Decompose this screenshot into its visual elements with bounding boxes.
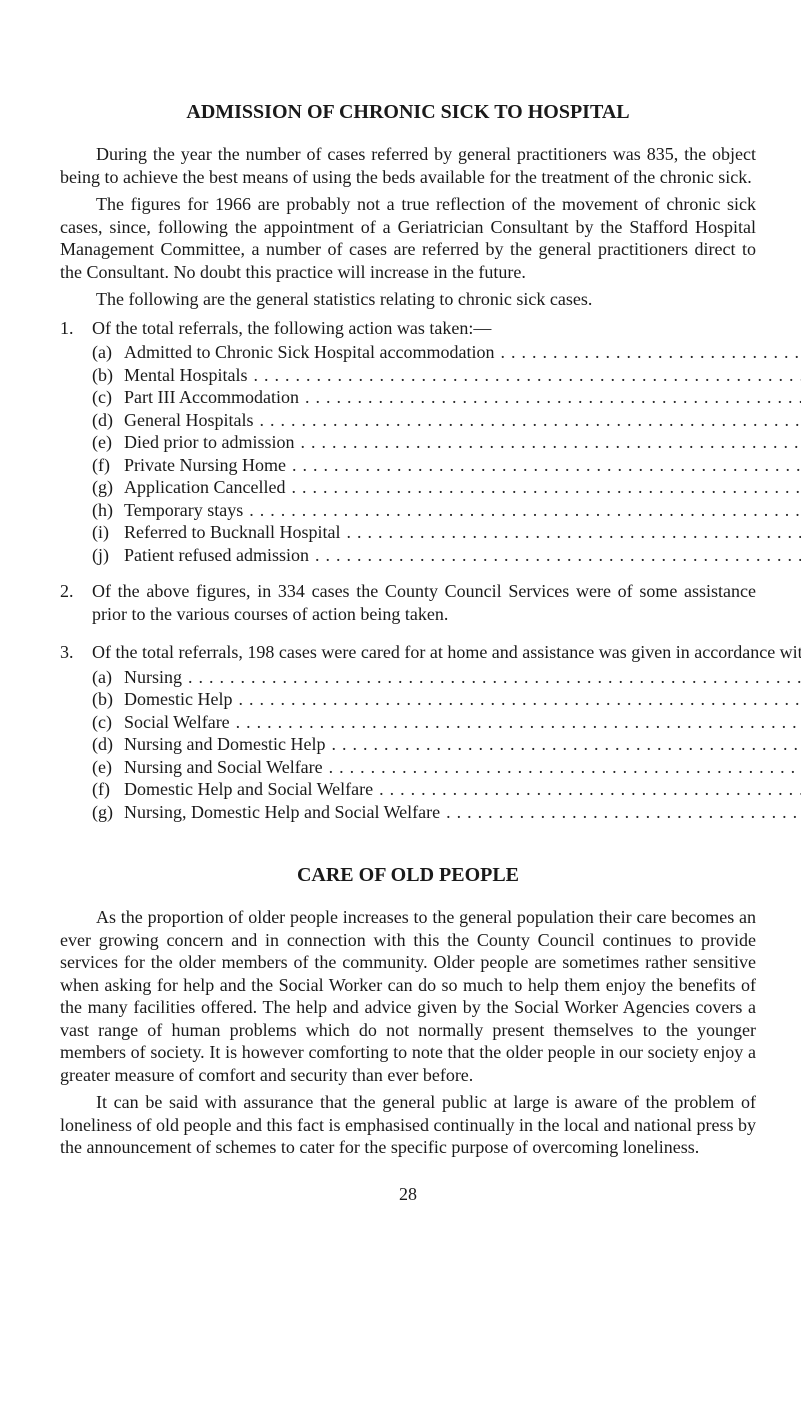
list-item: (f)Private Nursing Home.................… — [92, 454, 801, 477]
list-item-label: Died prior to admission — [124, 431, 294, 454]
section-3-rows: (a)Nursing..............................… — [92, 666, 801, 824]
section-1-number: 1. — [60, 317, 92, 567]
list-item: (f)Domestic Help and Social Welfare.....… — [92, 778, 801, 801]
list-item: (e)Died prior to admission..............… — [92, 431, 801, 454]
list-item: (c)Social Welfare.......................… — [92, 711, 801, 734]
list-item-letter: (f) — [92, 778, 124, 801]
list-item: (c)Part III Accommodation...............… — [92, 386, 801, 409]
list-item-letter: (c) — [92, 386, 124, 409]
list-item: (d)General Hospitals....................… — [92, 409, 801, 432]
leader-dots: ........................................… — [340, 521, 801, 544]
list-item-letter: (a) — [92, 341, 124, 364]
list-item: (h)Temporary stays......................… — [92, 499, 801, 522]
list-item-label: Temporary stays — [124, 499, 243, 522]
list-item-letter: (d) — [92, 733, 124, 756]
leader-dots: ........................................… — [248, 364, 801, 387]
paragraph-1-text: During the year the number of cases refe… — [60, 144, 756, 187]
list-item-letter: (c) — [92, 711, 124, 734]
leader-dots: ........................................… — [323, 756, 801, 779]
list-item: (e)Nursing and Social Welfare...........… — [92, 756, 801, 779]
list-item: (a)Admitted to Chronic Sick Hospital acc… — [92, 341, 801, 364]
paragraph-3: The following are the general statistics… — [60, 288, 756, 311]
list-item-label: Referred to Bucknall Hospital — [124, 521, 340, 544]
leader-dots: ........................................… — [440, 801, 801, 824]
paragraph-4: As the proportion of older people increa… — [60, 906, 756, 1086]
section-1: 1. Of the total referrals, the following… — [60, 317, 756, 567]
paragraph-2: The figures for 1966 are probably not a … — [60, 193, 756, 283]
list-item-label: General Hospitals — [124, 409, 253, 432]
section-2-text: Of the above figures, in 334 cases the C… — [92, 580, 756, 625]
list-item-letter: (j) — [92, 544, 124, 567]
leader-dots: ........................................… — [294, 431, 801, 454]
list-item-label: Private Nursing Home — [124, 454, 286, 477]
leader-dots: ........................................… — [243, 499, 801, 522]
section-3-intro: Of the total referrals, 198 cases were c… — [92, 641, 801, 664]
list-item: (a)Nursing..............................… — [92, 666, 801, 689]
leader-dots: ........................................… — [373, 778, 801, 801]
list-item-letter: (g) — [92, 801, 124, 824]
list-item-label: Domestic Help — [124, 688, 232, 711]
list-item: (d)Nursing and Domestic Help............… — [92, 733, 801, 756]
list-item: (i)Referred to Bucknall Hospital........… — [92, 521, 801, 544]
list-item-letter: (g) — [92, 476, 124, 499]
leader-dots: ........................................… — [309, 544, 801, 567]
page-number: 28 — [60, 1183, 756, 1206]
list-item-label: Patient refused admission — [124, 544, 309, 567]
section-heading-1: ADMISSION OF CHRONIC SICK TO HOSPITAL — [60, 100, 756, 125]
list-item-label: Nursing, Domestic Help and Social Welfar… — [124, 801, 440, 824]
section-3-number: 3. — [60, 641, 92, 823]
leader-dots: ........................................… — [253, 409, 801, 432]
list-item-label: Nursing — [124, 666, 182, 689]
list-item-label: Admitted to Chronic Sick Hospital accomm… — [124, 341, 494, 364]
section-1-intro: Of the total referrals, the following ac… — [92, 317, 801, 340]
paragraph-5: It can be said with assurance that the g… — [60, 1091, 756, 1159]
section-1-rows: (a)Admitted to Chronic Sick Hospital acc… — [92, 341, 801, 566]
leader-dots: ........................................… — [286, 454, 801, 477]
list-item-letter: (d) — [92, 409, 124, 432]
list-item-label: Part III Accommodation — [124, 386, 299, 409]
list-item-letter: (e) — [92, 756, 124, 779]
section-2: 2. Of the above figures, in 334 cases th… — [60, 580, 756, 627]
list-item-label: Nursing and Social Welfare — [124, 756, 323, 779]
list-item-letter: (e) — [92, 431, 124, 454]
list-item-letter: (b) — [92, 364, 124, 387]
list-item: (b)Domestic Help........................… — [92, 688, 801, 711]
list-item-letter: (i) — [92, 521, 124, 544]
list-item-label: Application Cancelled — [124, 476, 285, 499]
paragraph-4-text: As the proportion of older people increa… — [60, 907, 756, 1085]
list-item-letter: (a) — [92, 666, 124, 689]
leader-dots: ........................................… — [494, 341, 801, 364]
leader-dots: ........................................… — [285, 476, 801, 499]
paragraph-1: During the year the number of cases refe… — [60, 143, 756, 188]
leader-dots: ........................................… — [182, 666, 801, 689]
list-item: (b)Mental Hospitals.....................… — [92, 364, 801, 387]
leader-dots: ........................................… — [325, 733, 801, 756]
list-item-label: Social Welfare — [124, 711, 230, 734]
list-item-label: Nursing and Domestic Help — [124, 733, 325, 756]
leader-dots: ........................................… — [232, 688, 801, 711]
paragraph-3-text: The following are the general statistics… — [96, 289, 592, 309]
list-item-letter: (h) — [92, 499, 124, 522]
paragraph-2-text: The figures for 1966 are probably not a … — [60, 194, 756, 282]
leader-dots: ........................................… — [299, 386, 801, 409]
list-item: (g)Application Cancelled................… — [92, 476, 801, 499]
list-item-letter: (b) — [92, 688, 124, 711]
section-3: 3. Of the total referrals, 198 cases wer… — [60, 641, 756, 823]
leader-dots: ........................................… — [230, 711, 801, 734]
section-heading-2: CARE OF OLD PEOPLE — [60, 863, 756, 888]
list-item: (g)Nursing, Domestic Help and Social Wel… — [92, 801, 801, 824]
list-item-letter: (f) — [92, 454, 124, 477]
paragraph-5-text: It can be said with assurance that the g… — [60, 1092, 756, 1157]
section-2-number: 2. — [60, 580, 92, 627]
list-item-label: Domestic Help and Social Welfare — [124, 778, 373, 801]
list-item-label: Mental Hospitals — [124, 364, 248, 387]
list-item: (j)Patient refused admission............… — [92, 544, 801, 567]
